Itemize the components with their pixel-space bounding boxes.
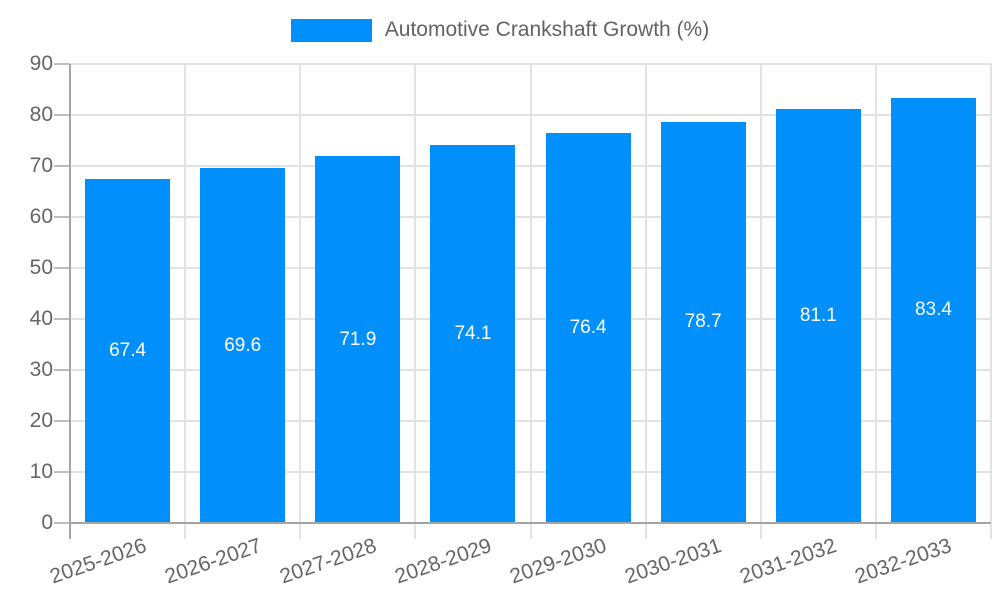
x-axis-label: 2026-2027 <box>161 534 265 589</box>
y-axis-label: 0 <box>41 511 53 534</box>
bar-value-label: 81.1 <box>799 305 837 327</box>
y-axis-tick <box>54 471 70 473</box>
bar: 83.4 <box>890 97 976 523</box>
y-axis-label: 90 <box>29 52 53 75</box>
y-axis-tick <box>54 420 70 422</box>
y-axis-label: 80 <box>29 103 53 126</box>
legend-swatch <box>290 18 372 42</box>
y-axis-tick <box>54 165 70 167</box>
y-axis-label: 70 <box>29 154 53 177</box>
bar: 69.6 <box>200 168 286 523</box>
chart-legend: Automotive Crankshaft Growth (%) <box>0 18 1000 42</box>
x-axis-label: 2031-2032 <box>737 534 840 589</box>
x-axis-label: 2032-2033 <box>852 534 955 589</box>
x-axis-label: 2028-2029 <box>391 534 495 589</box>
y-axis-tick <box>54 267 70 269</box>
x-axis-label: 2029-2030 <box>507 534 610 589</box>
bar-value-label: 74.1 <box>454 323 492 345</box>
x-gridline <box>184 64 187 539</box>
bar-value-label: 76.4 <box>569 317 607 339</box>
bar-value-label: 69.6 <box>224 334 262 356</box>
x-gridline <box>529 64 532 539</box>
y-axis-tick <box>54 522 70 524</box>
x-gridline <box>990 64 992 539</box>
bar-value-label: 71.9 <box>339 328 377 350</box>
x-gridline <box>644 64 647 539</box>
bar-value-label: 83.4 <box>914 299 952 321</box>
bar-value-label: 78.7 <box>684 311 722 333</box>
x-axis-label: 2025-2026 <box>46 534 150 589</box>
bar: 74.1 <box>430 145 516 523</box>
x-gridline <box>874 64 877 539</box>
bar: 78.7 <box>660 121 746 523</box>
y-axis-tick <box>54 63 70 65</box>
x-axis-label: 2030-2031 <box>622 534 725 589</box>
x-gridline <box>759 64 762 539</box>
bar: 67.4 <box>85 179 171 523</box>
y-axis-line <box>69 64 71 539</box>
y-axis-label: 30 <box>29 358 53 381</box>
y-axis-tick <box>54 318 70 320</box>
x-gridline <box>299 64 302 539</box>
y-axis-label: 10 <box>29 460 53 483</box>
x-gridline <box>414 64 417 539</box>
x-axis-line <box>69 522 991 524</box>
y-axis-label: 60 <box>29 205 53 228</box>
bar: 81.1 <box>775 109 861 523</box>
y-axis-tick <box>54 216 70 218</box>
bar: 71.9 <box>315 156 401 523</box>
bar: 76.4 <box>545 133 631 523</box>
legend-label: Automotive Crankshaft Growth (%) <box>384 18 710 41</box>
y-axis-label: 50 <box>29 256 53 279</box>
y-axis-tick <box>54 369 70 371</box>
bar-value-label: 67.4 <box>109 340 147 362</box>
y-axis-label: 20 <box>29 409 53 432</box>
y-axis-label: 40 <box>29 307 53 330</box>
y-axis-tick <box>54 114 70 116</box>
x-axis-label: 2027-2028 <box>276 534 380 589</box>
